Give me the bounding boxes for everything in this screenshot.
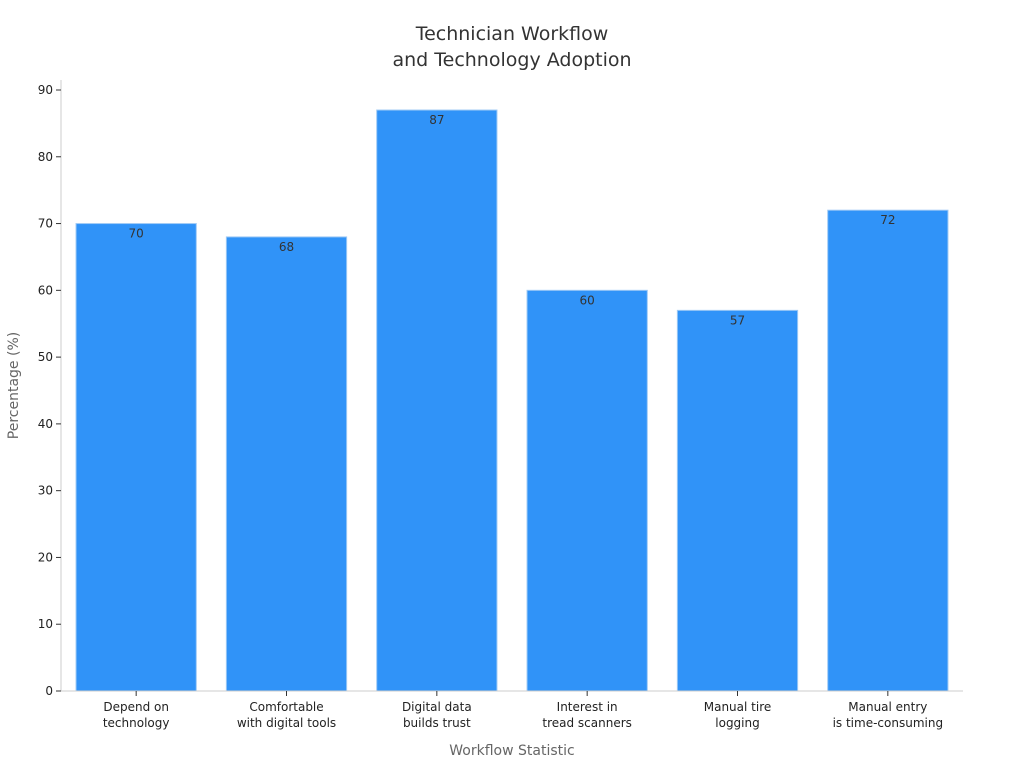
bar [376,109,498,692]
y-tick-label: 90 [38,83,53,97]
bar [827,209,949,692]
x-tick-label: logging [715,716,759,730]
bars-group [75,109,949,692]
x-tick-label: builds trust [403,716,471,730]
x-tick-label: Depend on [103,700,169,714]
chart-title-line: Technician Workflow [415,23,609,45]
x-tick-label: Digital data [402,700,472,714]
x-tick-label: technology [103,716,170,730]
y-tick-label: 50 [38,350,53,364]
y-tick-label: 70 [38,217,53,231]
bar-value-label: 60 [580,293,595,307]
bar-value-label: 72 [880,213,895,227]
y-tick-label: 0 [45,684,53,698]
bar [75,223,197,692]
y-tick-label: 20 [38,550,53,564]
x-tick-label: Interest in [557,700,618,714]
x-tick-label: Manual entry [848,700,927,714]
y-axis: 0 10 20 30 40 50 60 70 80 90 [38,80,62,698]
x-tick-label: tread scanners [542,716,632,730]
y-tick-label: 40 [38,417,53,431]
chart-title-line: and Technology Adoption [392,49,631,71]
bar [526,289,648,692]
chart-title: Technician Workflow and Technology Adopti… [392,23,631,71]
x-axis: Depend on technology Comfortable with digit… [61,690,963,730]
bar [676,309,799,692]
data-labels-group: 70 68 87 60 57 72 [129,113,896,327]
x-axis-label: Workflow Statistic [449,743,574,759]
bar-value-label: 68 [279,240,294,254]
bar-value-label: 57 [730,313,745,327]
y-tick-label: 30 [38,484,53,498]
y-axis-label: Percentage (%) [6,332,22,439]
y-tick-label: 10 [38,617,53,631]
y-tick-label: 60 [38,283,53,297]
x-tick-label: Manual tire [704,700,772,714]
x-tick-label: with digital tools [237,716,336,730]
y-tick-label: 80 [38,150,53,164]
bar [225,236,348,692]
bar-value-label: 87 [429,113,444,127]
bar-value-label: 70 [129,227,144,241]
x-tick-label: is time-consuming [833,716,944,730]
x-tick-label: Comfortable [249,700,323,714]
